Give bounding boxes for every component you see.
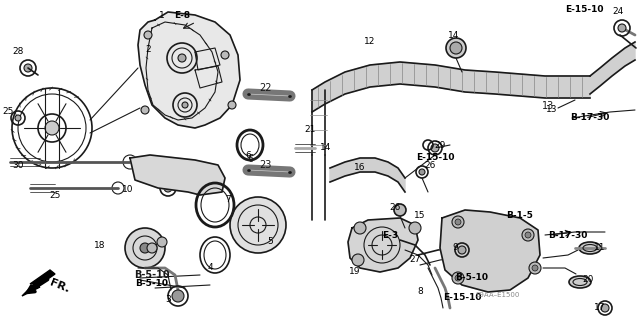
Text: B-5-10: B-5-10 xyxy=(456,273,488,283)
Text: 8: 8 xyxy=(417,287,423,296)
Text: 17: 17 xyxy=(595,303,605,313)
Text: 24: 24 xyxy=(612,8,623,17)
Circle shape xyxy=(522,229,534,241)
Text: 20: 20 xyxy=(582,276,594,285)
Text: B-17-30: B-17-30 xyxy=(570,114,610,122)
Circle shape xyxy=(140,243,150,253)
Circle shape xyxy=(352,254,364,266)
Text: 19: 19 xyxy=(349,268,361,277)
Circle shape xyxy=(601,304,609,312)
Polygon shape xyxy=(130,155,225,195)
Circle shape xyxy=(178,54,186,62)
Text: 26: 26 xyxy=(389,204,401,212)
Circle shape xyxy=(394,204,406,216)
Text: 13: 13 xyxy=(547,106,557,115)
Circle shape xyxy=(529,262,541,274)
Text: E-8: E-8 xyxy=(174,11,190,19)
Circle shape xyxy=(431,144,439,152)
Text: 6: 6 xyxy=(247,154,253,164)
Text: 12: 12 xyxy=(364,38,376,47)
Text: 18: 18 xyxy=(94,241,106,250)
Text: 29: 29 xyxy=(435,140,445,150)
Text: 28: 28 xyxy=(12,48,24,56)
Text: 22: 22 xyxy=(259,83,271,93)
Text: 6: 6 xyxy=(245,152,251,160)
Circle shape xyxy=(409,222,421,234)
Text: 26: 26 xyxy=(424,160,436,169)
Text: 23: 23 xyxy=(259,160,271,170)
Circle shape xyxy=(147,243,157,253)
Circle shape xyxy=(450,42,462,54)
Ellipse shape xyxy=(569,276,591,288)
Text: 21: 21 xyxy=(304,125,316,135)
Circle shape xyxy=(125,228,165,268)
Text: 25: 25 xyxy=(3,108,13,116)
Circle shape xyxy=(446,38,466,58)
Text: 7: 7 xyxy=(225,196,231,204)
Circle shape xyxy=(172,290,184,302)
Circle shape xyxy=(455,275,461,281)
Text: 27: 27 xyxy=(410,256,420,264)
Text: E-15-10: E-15-10 xyxy=(564,5,604,14)
Polygon shape xyxy=(22,270,55,296)
Circle shape xyxy=(182,102,188,108)
Text: 3: 3 xyxy=(165,295,171,305)
Text: 14: 14 xyxy=(448,32,460,41)
Text: B-5-10: B-5-10 xyxy=(136,278,168,287)
Circle shape xyxy=(164,184,172,192)
Circle shape xyxy=(141,106,149,114)
Text: E-15-10: E-15-10 xyxy=(443,293,481,301)
Text: B-17-30: B-17-30 xyxy=(548,231,588,240)
Circle shape xyxy=(532,265,538,271)
Polygon shape xyxy=(590,42,635,94)
Polygon shape xyxy=(138,12,240,128)
Text: 14: 14 xyxy=(320,144,332,152)
Text: B-1-5: B-1-5 xyxy=(507,211,533,219)
Polygon shape xyxy=(330,158,405,192)
Circle shape xyxy=(419,169,425,175)
Text: 2: 2 xyxy=(145,46,151,55)
Circle shape xyxy=(221,51,229,59)
Circle shape xyxy=(452,272,464,284)
Circle shape xyxy=(354,222,366,234)
Circle shape xyxy=(157,237,167,247)
Text: 5: 5 xyxy=(267,238,273,247)
Text: B-5-10: B-5-10 xyxy=(134,270,170,280)
Text: 1: 1 xyxy=(159,11,165,19)
Circle shape xyxy=(455,219,461,225)
Circle shape xyxy=(45,121,59,135)
Text: E-15-10: E-15-10 xyxy=(416,153,454,162)
Text: 30: 30 xyxy=(12,160,24,169)
Circle shape xyxy=(452,216,464,228)
Polygon shape xyxy=(312,62,590,112)
Text: 13: 13 xyxy=(541,101,554,111)
Circle shape xyxy=(24,64,32,72)
Polygon shape xyxy=(348,218,418,272)
Circle shape xyxy=(230,197,286,253)
Text: 25: 25 xyxy=(49,191,61,201)
Text: E-3: E-3 xyxy=(382,231,398,240)
Text: 15: 15 xyxy=(414,211,426,219)
Circle shape xyxy=(15,115,21,121)
Text: S9AA–E1500: S9AA–E1500 xyxy=(476,292,520,298)
Text: FR.: FR. xyxy=(48,278,71,295)
Text: 4: 4 xyxy=(207,263,213,272)
Circle shape xyxy=(144,31,152,39)
Text: 9: 9 xyxy=(452,243,458,253)
Circle shape xyxy=(458,246,466,254)
Circle shape xyxy=(618,24,626,32)
Text: 16: 16 xyxy=(355,164,365,173)
Text: 11: 11 xyxy=(595,243,605,253)
Polygon shape xyxy=(440,210,540,292)
Text: 10: 10 xyxy=(122,186,134,195)
Circle shape xyxy=(228,101,236,109)
Circle shape xyxy=(525,232,531,238)
Ellipse shape xyxy=(579,242,601,254)
